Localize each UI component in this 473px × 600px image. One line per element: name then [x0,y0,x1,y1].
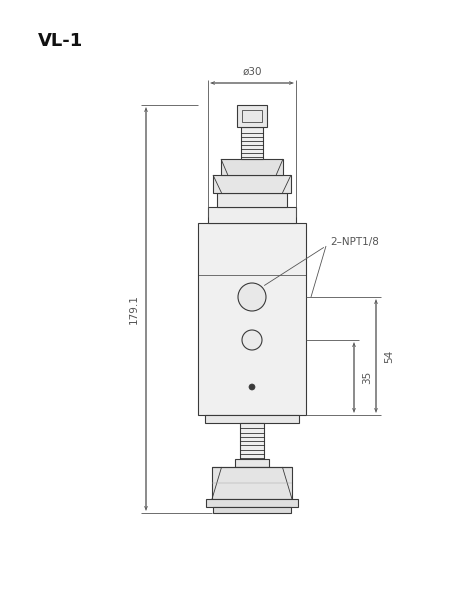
Bar [213,175,291,193]
Circle shape [242,330,262,350]
Bar [242,110,262,122]
Bar [208,207,296,223]
Text: VL-1: VL-1 [38,32,83,50]
Bar [240,423,264,459]
Bar [221,159,283,175]
Text: 35: 35 [362,371,372,384]
Text: 179.1: 179.1 [129,294,139,324]
Bar [213,507,291,513]
Circle shape [238,283,266,311]
Bar [212,467,292,499]
Bar [237,105,267,127]
Text: 54: 54 [384,349,394,362]
Circle shape [249,384,255,390]
Bar [206,499,298,507]
Bar [205,415,299,423]
Text: 2–NPT1/8: 2–NPT1/8 [330,237,379,247]
Text: ø30: ø30 [242,67,262,77]
Bar [198,223,306,415]
Bar [235,459,269,467]
Bar [217,193,287,207]
Bar [241,127,263,159]
